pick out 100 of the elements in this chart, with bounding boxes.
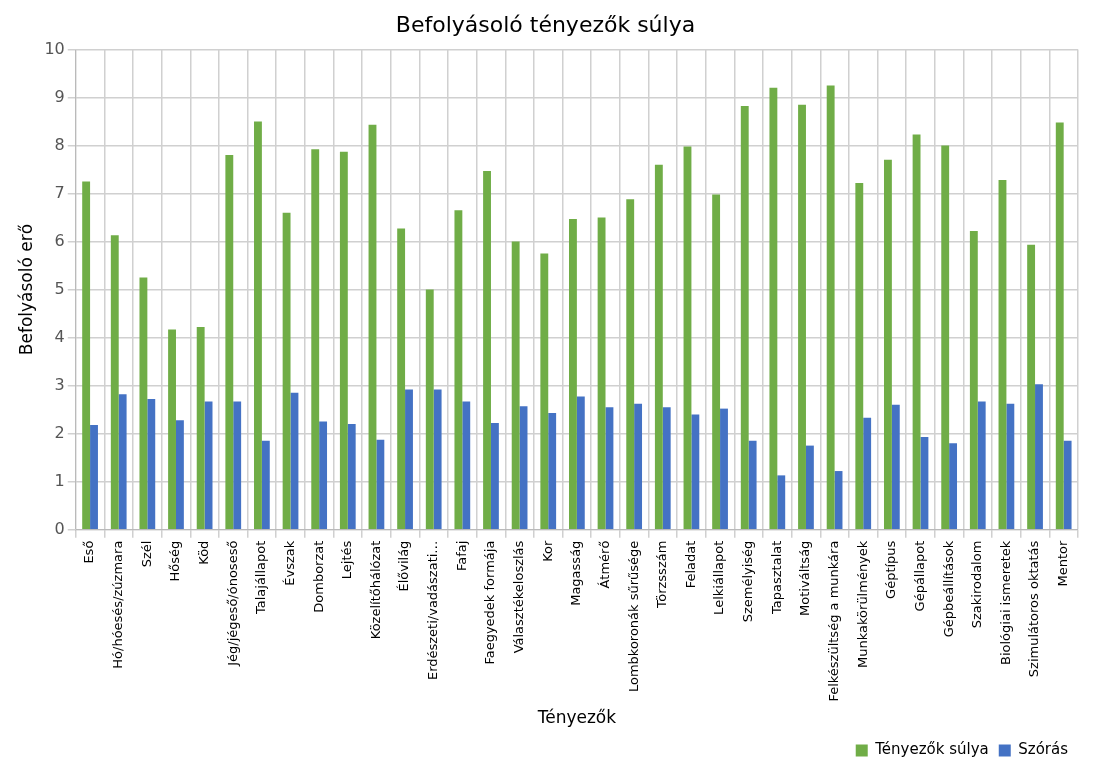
x-tick-label: Tapasztalat [768,540,784,615]
bar [720,408,728,529]
bar [805,445,814,529]
bar [1035,384,1043,529]
bar [90,424,98,529]
y-tick-label: 0 [54,518,65,538]
x-tick-label: Szakirodalom [969,540,985,629]
x-tick-label: Erdészeti/vadászati… [425,540,441,681]
bar [884,159,892,529]
x-tick-label: Talajállapot [253,540,269,616]
x-axis-title: Tényezők [536,707,617,728]
bar [740,106,749,529]
bar [175,420,184,529]
bar [798,104,806,529]
bar [511,241,520,529]
x-tick-label: Faegyedek formája [482,540,498,665]
x-tick-label: Géptípus [883,540,899,599]
x-tick-label: Jég/jégeső/ónoseső [224,540,240,667]
bar [490,423,499,529]
x-tick-label: Motiváltság [797,540,813,616]
bar [254,121,262,529]
bar [855,182,864,529]
bar [376,439,385,529]
y-tick-label: 4 [54,326,65,346]
bar [691,414,700,529]
chart-title: Befolyásoló tényezők súlya [395,11,696,37]
x-tick-label: Lelkiállapot [711,540,727,615]
bar [397,228,406,529]
bar [662,407,671,529]
bar [118,394,127,529]
bar [225,155,234,529]
x-tick-label: Mentor [1055,540,1071,587]
y-tick-label: 1 [54,470,65,490]
y-tick-label: 2 [54,422,65,442]
bar [483,170,491,529]
x-tick-label: Gépállapot [911,540,927,612]
x-tick-label: Szél [138,540,154,568]
x-tick-label: Közelítőhálózat [367,540,383,640]
bar [1006,403,1015,529]
x-tick-label: Domborzat [310,540,326,613]
x-tick-label: Gépbeállítások [940,540,956,638]
bar [433,389,442,529]
bar [1027,244,1036,529]
x-tick-label: Hőség [167,540,183,582]
bar [339,151,348,529]
x-tick-label: Élővilág [396,540,412,592]
y-tick-label: 6 [54,230,65,250]
bar [540,253,549,529]
bar [1055,122,1064,529]
bar [311,149,320,529]
bar [82,181,91,529]
bar [196,326,205,529]
bar [949,443,958,529]
x-tick-label: Lombkoronák sűrűsége [625,540,641,693]
y-tick-label: 9 [54,86,65,106]
legend-label: Szórás [1018,740,1069,759]
bar [319,421,328,529]
x-tick-label: Magasság [568,540,584,606]
bar [576,396,585,529]
bar [454,210,463,529]
bar [425,289,434,529]
bar [282,212,291,529]
bar [1063,440,1072,529]
bar [863,417,872,529]
y-tick-label: 7 [54,182,65,202]
x-tick-label: Eső [81,540,97,564]
bar [826,85,835,529]
bar [147,399,156,529]
bar [777,475,786,529]
bar [748,440,757,529]
x-tick-label: Biológiai ismeretek [997,540,1013,665]
legend-label: Tényezők súlya [874,740,989,759]
y-tick-label: 3 [54,374,65,394]
bar [462,401,471,529]
y-axis-title: Befolyásoló erő [15,223,36,356]
x-tick-label: Feladat [682,540,698,589]
bar [769,87,778,529]
x-tick-label: Munkakörülmények [854,540,870,668]
x-tick-label: Szimulátoros oktatás [1026,540,1042,678]
x-tick-label: Törzsszám [654,540,670,610]
y-tick-label: 10 [44,38,65,58]
x-tick-label: Átmérő [596,540,612,589]
bar [941,145,950,529]
bar [626,199,635,529]
x-tick-label: Hó/hóesés/zúzmara [110,540,126,669]
bar [712,194,721,529]
bar [261,440,270,529]
bar [405,389,413,529]
bar [548,412,557,529]
bar [654,164,663,529]
x-tick-label: Személyiség [740,540,756,623]
bar [912,134,921,529]
bar [977,401,986,529]
bar [891,404,900,529]
x-tick-label: Évszak [281,540,297,586]
y-tick-label: 5 [54,278,65,298]
bar [597,217,606,529]
x-tick-label: Választékeloszlás [510,540,526,654]
bar [139,277,148,529]
y-tick-label: 8 [54,134,65,154]
